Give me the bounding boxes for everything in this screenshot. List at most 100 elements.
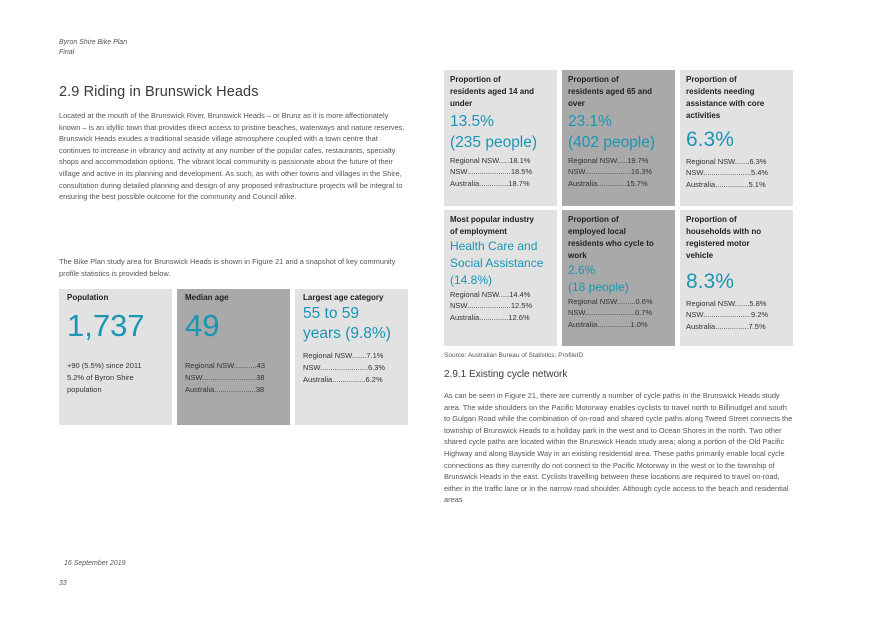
stat-title-line: Proportion of [568, 75, 619, 84]
stat-title: Most popular industry of employment [450, 214, 551, 238]
stat-title-line: Proportion of [686, 75, 737, 84]
stat-detail-line: NSW.......................5.4% [686, 168, 769, 178]
page-number: 33 [59, 580, 67, 587]
stat-title: Proportion of residents aged 65 and over [568, 74, 669, 110]
stat-title-line: Proportion of [686, 215, 737, 224]
subsection-heading: 2.9.1 Existing cycle network [444, 369, 568, 380]
stat-detail-line: Australia....................38 [185, 385, 265, 394]
stat-title-line: activities [686, 111, 721, 120]
stat-details: Regional NSW.........0.6% NSW...........… [568, 296, 669, 330]
stat-detail-line: NSW........................0.7% [568, 308, 653, 318]
stat-detail-line: +90 (5.5%) since 2011 [67, 361, 142, 370]
stat-box-needing-assistance: Proportion of residents needing assistan… [680, 70, 793, 206]
stat-value-line: 8.3% [686, 270, 734, 293]
stat-value-line: Social Assistance [450, 256, 544, 270]
stat-title: Proportion of residents aged 14 and unde… [450, 74, 551, 110]
stat-detail-line: NSW.......................6.3% [303, 363, 386, 372]
stat-value-line: Health Care and [450, 239, 538, 253]
stat-title: Proportion of households with no registe… [686, 214, 787, 262]
stat-detail-line: NSW.......................9.2% [686, 310, 769, 320]
stat-detail-line: Regional NSW.....14.4% [450, 290, 531, 299]
stat-title-line: residents who cycle to [568, 239, 654, 248]
stat-details: Regional NSW.......5.8% NSW.............… [686, 298, 787, 332]
stat-title-line: work [568, 251, 587, 260]
stat-box-largest-age-category: Largest age category 55 to 59 years (9.8… [295, 289, 408, 425]
stat-detail-line: Regional NSW...........43 [185, 361, 266, 370]
stat-value: 2.6% (18 people) [568, 262, 669, 296]
stat-detail-line: population [67, 385, 102, 394]
stat-detail-line: Regional NSW.......6.3% [686, 157, 767, 166]
stat-detail-line: Regional NSW.........0.6% [568, 297, 653, 306]
section-heading: 2.9 Riding in Brunswick Heads [59, 84, 259, 100]
stat-details: +90 (5.5%) since 2011 5.2% of Byron Shir… [67, 360, 164, 396]
stat-value: 1,737 [67, 308, 145, 343]
stat-value: Health Care and Social Assistance (14.8%… [450, 238, 551, 289]
stat-box-aged-14-under: Proportion of residents aged 14 and unde… [444, 70, 557, 206]
stat-detail-line: Australia................1.0% [568, 319, 648, 329]
stat-title-line: Proportion of [568, 215, 619, 224]
stat-title: Proportion of employed local residents w… [568, 214, 669, 262]
stat-details: Regional NSW.......7.1% NSW.............… [303, 350, 400, 386]
stat-detail-line: Regional NSW.......7.1% [303, 351, 384, 360]
stat-value: 13.5% (235 people) [450, 111, 551, 153]
stat-value-line: years (9.8%) [303, 325, 391, 342]
stat-details: Regional NSW...........43 NSW...........… [185, 360, 282, 396]
stat-detail-line: Australia................5.1% [686, 179, 766, 189]
stat-value-line: (402 people) [568, 134, 656, 151]
stat-title-line: Most popular industry [450, 215, 534, 224]
document-header: Byron Shire Bike Plan Final [59, 38, 127, 58]
stat-box-median-age: Median age 49 Regional NSW...........43 … [177, 289, 290, 425]
stat-value-line: (14.8%) [450, 273, 493, 287]
header-title: Byron Shire Bike Plan [59, 39, 128, 46]
stat-title: Proportion of residents needing assistan… [686, 74, 787, 122]
stat-detail-line: Australia................6.2% [303, 375, 383, 384]
stat-box-aged-65-over: Proportion of residents aged 65 and over… [562, 70, 675, 206]
stat-detail-line: NSW......................16.3% [568, 167, 653, 177]
stat-value-line: 55 to 59 [303, 305, 360, 322]
stat-title-line: assistance with core [686, 99, 765, 108]
stat-value: 49 [185, 308, 220, 343]
stat-detail-line: Australia..............18.7% [450, 178, 530, 188]
stat-title: Median age [185, 293, 229, 302]
stat-value: 8.3% [686, 270, 787, 294]
header-status: Final [59, 49, 75, 56]
stat-detail-line: Australia..............12.6% [450, 312, 530, 322]
stat-details: Regional NSW.....18.1% NSW..............… [450, 155, 551, 189]
stat-title-line: vehicle [686, 251, 714, 260]
stat-title-line: households with no [686, 227, 762, 236]
stat-title-line: under [450, 99, 473, 108]
stat-detail-line: NSW.....................18.5% [450, 167, 533, 177]
stat-detail-line: Regional NSW.....19.7% [568, 156, 649, 165]
stat-box-no-motor-vehicle: Proportion of households with no registe… [680, 210, 793, 346]
stat-detail-line: Regional NSW.......5.8% [686, 299, 767, 308]
stat-title-line: of employment [450, 227, 507, 236]
stat-details: Regional NSW.....14.4% NSW..............… [450, 289, 551, 323]
stat-title: Largest age category [303, 293, 384, 302]
stat-title-line: over [568, 99, 585, 108]
stat-box-population: Population 1,737 +90 (5.5%) since 2011 5… [59, 289, 172, 425]
footer-date: 16 September 2019 [64, 560, 126, 567]
stat-detail-line: NSW..........................38 [185, 373, 265, 382]
stat-detail-line: Australia................7.5% [686, 321, 766, 331]
source-note: Source: Australian Bureau of Statistics;… [444, 352, 584, 359]
stat-title-line: employed local [568, 227, 626, 236]
stat-value-line: (18 people) [568, 280, 629, 294]
stat-title-line: Proportion of [450, 75, 501, 84]
stat-details: Regional NSW.......6.3% NSW.............… [686, 156, 787, 190]
stat-value-line: 2.6% [568, 263, 596, 277]
stat-detail-line: Regional NSW.....18.1% [450, 156, 531, 165]
stat-title-line: registered motor [686, 239, 750, 248]
stat-title: Population [67, 293, 109, 302]
stat-detail-line: Australia..............15.7% [568, 178, 648, 188]
stat-value-line: 6.3% [686, 128, 734, 151]
stat-value: 6.3% [686, 128, 787, 152]
intro-paragraph: Located at the mouth of the Brunswick Ri… [59, 111, 405, 202]
stat-title-line: residents aged 65 and [568, 87, 653, 96]
stat-box-cycle-to-work: Proportion of employed local residents w… [562, 210, 675, 346]
stat-detail-line: 5.2% of Byron Shire [67, 373, 134, 382]
stat-value: 55 to 59 years (9.8%) [303, 304, 400, 344]
stat-detail-line: NSW.....................12.5% [450, 301, 533, 311]
stat-value-line: 13.5% [450, 113, 494, 130]
stat-title-line: residents aged 14 and [450, 87, 535, 96]
stat-title-line: residents needing [686, 87, 755, 96]
